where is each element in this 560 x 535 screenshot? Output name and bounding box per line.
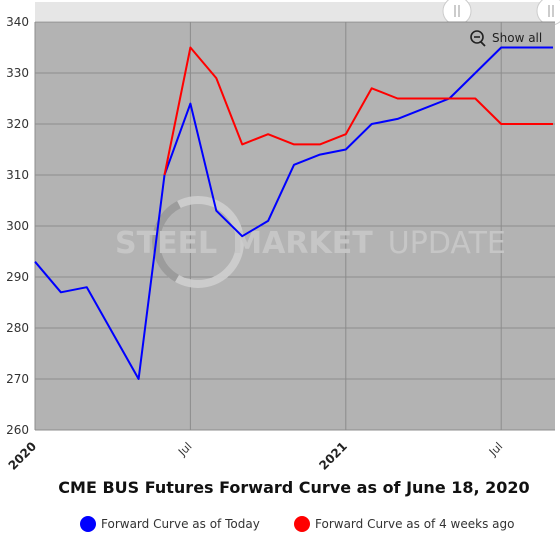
y-tick-label: 260: [6, 423, 29, 437]
legend-label: Forward Curve as of Today: [101, 517, 260, 531]
x-tick-label: Jul: [175, 440, 194, 459]
y-tick-label: 300: [6, 219, 29, 233]
legend-marker: [294, 516, 310, 532]
watermark-update: UPDATE: [388, 226, 506, 261]
legend-marker: [80, 516, 96, 532]
y-tick-label: 320: [6, 117, 29, 131]
navigator-handle-right[interactable]: [536, 0, 560, 26]
y-tick-label: 290: [6, 270, 29, 284]
horizontal-gridlines: [35, 21, 555, 431]
watermark-market: MARKET: [232, 226, 373, 261]
show-all-button[interactable]: Show all: [470, 30, 542, 47]
y-tick-label: 340: [6, 15, 29, 29]
legend-item-0[interactable]: Forward Curve as of Today: [80, 516, 260, 532]
y-tick-label: 280: [6, 321, 29, 335]
vertical-gridlines: [34, 22, 502, 430]
y-tick-label: 270: [6, 372, 29, 386]
legend-item-1[interactable]: Forward Curve as of 4 weeks ago: [294, 516, 514, 532]
series-line-0: [34, 46, 553, 380]
svg-text:STEEL MARKET UPDAT: STEEL MARKET UPDATE: [115, 226, 506, 261]
y-tick-label: 330: [6, 66, 29, 80]
legend: Forward Curve as of Today Forward Curve a…: [80, 516, 514, 532]
series-line-1: [163, 46, 553, 176]
y-axis-labels: 260 270 280 290 300 310 320 330 340: [6, 15, 29, 437]
chart-title: CME BUS Futures Forward Curve as of June…: [58, 478, 529, 497]
series-layer: [34, 46, 553, 380]
x-tick-label: 2021: [316, 439, 350, 473]
x-axis-labels: 2020 Jul 2021 Jul: [6, 439, 506, 473]
legend-label: Forward Curve as of 4 weeks ago: [315, 517, 514, 531]
x-tick-label: Jul: [486, 440, 505, 459]
watermark-steel: STEEL: [115, 226, 217, 261]
range-navigator[interactable]: [35, 2, 555, 21]
navigator-handle-left[interactable]: [442, 0, 472, 26]
watermark-logo: STEEL MARKET UPDATE: [115, 196, 506, 288]
zoom-out-icon: [470, 30, 486, 47]
show-all-label: Show all: [492, 31, 542, 45]
x-tick-label: 2020: [6, 439, 40, 473]
y-tick-label: 310: [6, 168, 29, 182]
